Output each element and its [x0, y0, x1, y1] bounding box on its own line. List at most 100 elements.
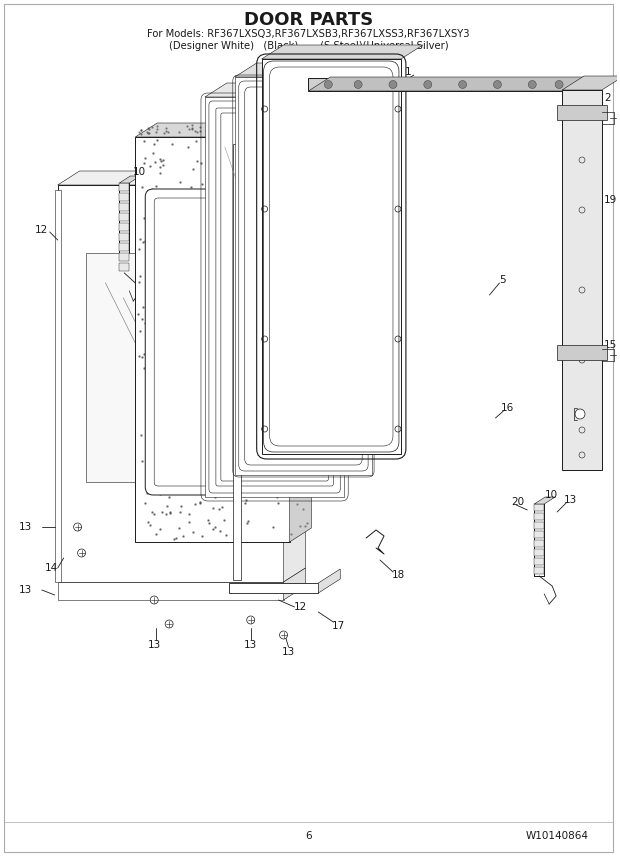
Point	[270, 124, 280, 138]
Point	[198, 321, 208, 335]
Point	[251, 361, 261, 375]
Point	[182, 289, 192, 303]
Point	[255, 126, 265, 140]
Point	[219, 335, 229, 348]
Polygon shape	[557, 345, 607, 360]
Point	[251, 347, 261, 360]
Point	[221, 453, 231, 467]
Point	[236, 127, 246, 140]
Point	[256, 214, 266, 228]
Point	[213, 242, 223, 256]
Point	[153, 119, 162, 133]
Point	[288, 119, 298, 133]
Point	[155, 160, 165, 174]
Point	[229, 251, 239, 265]
Point	[195, 449, 205, 462]
Point	[233, 286, 243, 300]
Point	[246, 262, 256, 276]
Text: 10: 10	[544, 490, 558, 500]
Point	[167, 372, 177, 385]
Point	[223, 342, 232, 355]
Circle shape	[459, 80, 467, 88]
Point	[190, 326, 200, 340]
Point	[244, 339, 254, 353]
Point	[279, 449, 289, 463]
Point	[237, 134, 247, 147]
Point	[219, 348, 229, 362]
Point	[180, 372, 190, 386]
Point	[210, 317, 219, 330]
Point	[223, 331, 233, 345]
Point	[167, 235, 177, 248]
Point	[216, 324, 226, 337]
Point	[304, 163, 314, 177]
Point	[179, 229, 189, 242]
Point	[154, 430, 164, 443]
Text: 13: 13	[19, 522, 32, 532]
Point	[195, 337, 205, 351]
Polygon shape	[308, 77, 594, 91]
Point	[301, 401, 311, 414]
Point	[208, 429, 218, 443]
Point	[264, 483, 273, 496]
Point	[146, 454, 156, 467]
Point	[203, 319, 213, 333]
Point	[263, 122, 273, 136]
Point	[182, 205, 192, 219]
Point	[294, 181, 304, 195]
Point	[149, 481, 159, 495]
Point	[270, 445, 280, 459]
Text: 11: 11	[146, 190, 159, 200]
FancyBboxPatch shape	[145, 189, 290, 495]
Point	[241, 493, 250, 507]
Point	[257, 486, 267, 500]
Point	[254, 324, 264, 337]
Point	[215, 525, 224, 538]
Text: 14: 14	[45, 563, 58, 573]
Text: 6: 6	[333, 94, 340, 104]
Point	[304, 270, 314, 283]
Point	[138, 235, 148, 248]
Point	[142, 367, 152, 381]
Point	[228, 188, 237, 202]
Point	[156, 154, 166, 168]
Point	[243, 140, 253, 153]
Point	[209, 440, 219, 454]
Point	[241, 273, 250, 287]
Point	[211, 288, 221, 302]
Point	[240, 271, 250, 285]
Point	[169, 362, 179, 376]
Point	[222, 467, 232, 481]
Point	[240, 496, 250, 509]
Point	[188, 202, 198, 216]
Text: 13: 13	[282, 647, 295, 657]
Point	[196, 455, 206, 469]
Point	[239, 443, 249, 457]
Point	[161, 124, 171, 138]
Point	[271, 442, 281, 455]
Point	[231, 387, 241, 401]
Text: 9: 9	[247, 138, 254, 148]
Point	[178, 484, 188, 498]
Point	[253, 428, 263, 442]
Point	[202, 125, 211, 139]
Point	[301, 403, 311, 417]
Point	[200, 478, 210, 491]
Text: 13: 13	[564, 495, 577, 505]
Point	[227, 297, 237, 311]
Point	[232, 336, 242, 350]
Polygon shape	[534, 567, 544, 574]
Point	[234, 322, 244, 336]
Point	[226, 340, 236, 354]
Point	[268, 520, 278, 533]
Point	[162, 499, 172, 513]
Circle shape	[354, 80, 362, 88]
Point	[172, 451, 182, 465]
Point	[216, 196, 226, 210]
Point	[299, 172, 309, 186]
Point	[190, 213, 200, 227]
Point	[169, 316, 179, 330]
Point	[205, 467, 215, 481]
Point	[202, 348, 212, 362]
Point	[174, 403, 184, 417]
